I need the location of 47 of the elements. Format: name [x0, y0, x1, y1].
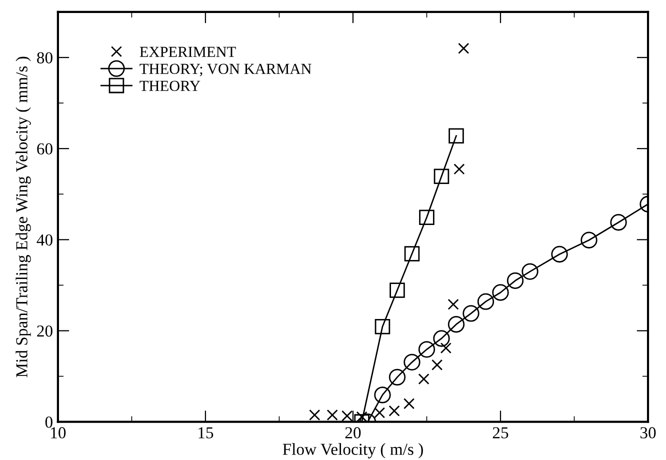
point	[432, 359, 443, 370]
point	[458, 42, 470, 54]
point	[448, 128, 464, 144]
legend-label: THEORY	[140, 80, 200, 92]
y-tick-label: 20	[37, 325, 52, 337]
point	[434, 168, 450, 184]
x-tick-label: 20	[345, 427, 361, 438]
point	[374, 386, 391, 404]
x-axis-title: Flow Velocity ( m/s )	[282, 443, 423, 458]
point	[448, 316, 465, 333]
point	[404, 354, 420, 370]
point	[403, 398, 415, 410]
x-tick-label: 30	[640, 427, 656, 438]
point	[610, 214, 627, 231]
point	[342, 410, 353, 422]
point	[580, 232, 598, 248]
x-tick-label: 10	[51, 427, 66, 438]
legend-label: THEORY; VON KARMAN	[140, 64, 312, 76]
point	[309, 409, 320, 421]
point	[418, 341, 436, 358]
y-tick-label: 80	[37, 52, 52, 64]
point	[462, 305, 480, 322]
point	[433, 330, 450, 347]
point	[388, 368, 406, 386]
point	[506, 272, 524, 289]
point	[477, 293, 494, 310]
point	[390, 282, 405, 298]
point	[454, 164, 465, 175]
point	[440, 342, 452, 354]
point	[326, 409, 338, 421]
point	[522, 263, 538, 280]
point	[404, 246, 420, 262]
point	[419, 210, 434, 225]
point	[551, 246, 568, 263]
x-tick-label: 25	[492, 427, 508, 438]
point	[448, 298, 459, 310]
y-tick-label: 60	[37, 143, 52, 155]
legend-label: EXPERIMENT	[140, 46, 236, 57]
y-axis-title: Mid Span/Trailing Edge Wing Velocity ( mm/s )	[16, 56, 31, 378]
point	[492, 284, 509, 301]
y-tick-label: 0	[45, 416, 52, 428]
point	[374, 407, 386, 418]
point	[388, 405, 400, 416]
point	[418, 373, 430, 385]
x-tick-label: 15	[198, 427, 214, 438]
y-tick-label: 40	[36, 234, 52, 246]
point	[374, 319, 390, 334]
